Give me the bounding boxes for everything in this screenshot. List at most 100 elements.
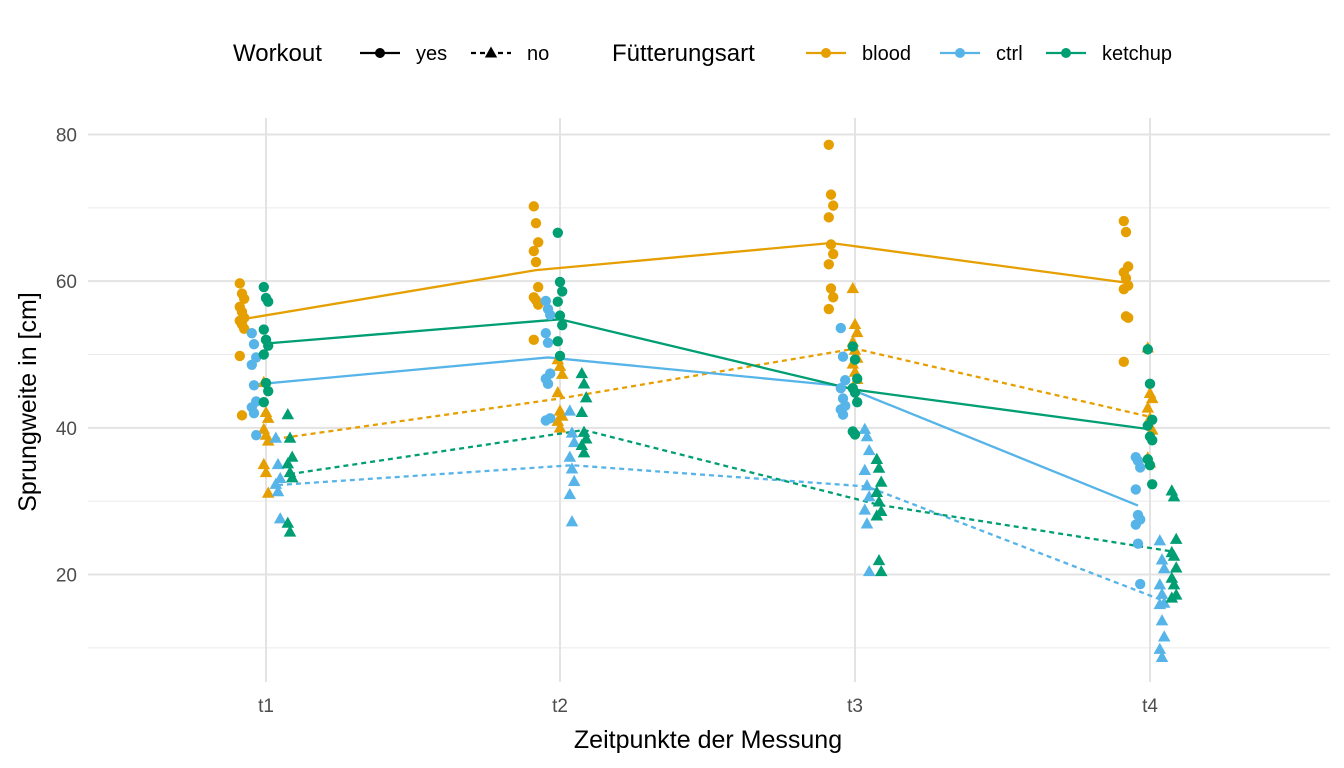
point-blood-yes — [239, 323, 250, 335]
point-ketchup-yes — [1147, 479, 1158, 490]
y-tick-label: 80 — [56, 126, 77, 147]
point-ctrl-no — [858, 422, 872, 434]
legend-label-ketchup: ketchup — [1102, 43, 1172, 65]
legend-label-blood: blood — [862, 43, 911, 65]
point-ctrl-no — [1153, 534, 1167, 546]
point-ketchup-yes — [1144, 378, 1156, 390]
point-ketchup-no — [1165, 591, 1179, 603]
point-blood-yes — [236, 410, 248, 421]
point-ctrl-yes — [1130, 484, 1142, 495]
point-ketchup-no — [1167, 578, 1181, 590]
point-ketchup-yes — [1142, 344, 1154, 355]
point-blood-yes — [530, 218, 542, 229]
point-ketchup-no — [870, 485, 884, 497]
point-ctrl-no — [862, 564, 876, 577]
point-blood-yes — [234, 350, 245, 362]
point-blood-yes — [825, 239, 837, 250]
point-ketchup-yes — [554, 350, 566, 362]
point-blood-no — [1141, 401, 1155, 413]
x-axis-ticks: t1 t2 t3 t4 — [258, 696, 1158, 717]
point-ctrl-yes — [251, 429, 262, 441]
point-ctrl-no — [1155, 553, 1169, 565]
point-ctrl-yes — [1130, 519, 1142, 530]
point-blood-no — [259, 465, 273, 478]
mean-line-blood-no — [265, 347, 1151, 442]
point-ketchup-no — [579, 391, 593, 403]
point-ketchup-yes — [258, 281, 269, 293]
mean-line-ctrl-no — [277, 464, 1163, 602]
point-ketchup-no — [579, 432, 593, 444]
point-ctrl-yes — [835, 383, 846, 394]
point-ketchup-yes — [260, 377, 272, 389]
point-ketchup-no — [283, 431, 297, 443]
point-ketchup-no — [281, 457, 295, 469]
point-ctrl-no — [565, 426, 579, 438]
point-ketchup-yes — [554, 310, 566, 321]
mean-line-blood-yes — [241, 241, 1127, 321]
point-blood-yes — [528, 201, 539, 212]
point-ketchup-yes — [263, 385, 274, 397]
point-blood-no — [553, 359, 567, 371]
point-ketchup-no — [575, 438, 589, 451]
point-ctrl-no — [273, 512, 287, 524]
point-ketchup-yes — [258, 349, 269, 360]
point-ctrl-no — [860, 430, 874, 442]
point-blood-no — [848, 317, 862, 330]
point-blood-no — [846, 281, 860, 294]
point-blood-yes — [1120, 226, 1132, 238]
legend-title-workout: Workout — [233, 40, 322, 67]
data-points — [234, 139, 1183, 662]
point-blood-yes — [1118, 215, 1130, 227]
point-ketchup-no — [575, 405, 589, 418]
point-ketchup-yes — [258, 396, 269, 408]
point-ketchup-yes — [849, 429, 861, 440]
point-ctrl-no — [862, 443, 876, 456]
point-ketchup-no — [1169, 561, 1183, 573]
point-ctrl-no — [1157, 630, 1171, 642]
legend-key-marker-ketchup — [1061, 48, 1071, 58]
point-ctrl-no — [269, 477, 283, 489]
legend-label-no: no — [527, 43, 549, 65]
point-ketchup-no — [874, 564, 888, 577]
y-tick-label: 40 — [56, 419, 77, 440]
point-blood-yes — [1123, 312, 1134, 324]
point-ctrl-yes — [540, 415, 551, 426]
point-ctrl-yes — [246, 359, 257, 370]
point-ctrl-yes — [837, 409, 849, 420]
point-blood-yes — [530, 256, 542, 268]
point-blood-yes — [533, 281, 544, 293]
point-ctrl-no — [563, 487, 577, 500]
grid — [88, 118, 1330, 682]
point-blood-yes — [828, 248, 839, 260]
point-ctrl-no — [1155, 587, 1169, 599]
point-ketchup-yes — [849, 387, 861, 398]
point-ctrl-yes — [1132, 538, 1144, 549]
point-blood-no — [1145, 391, 1159, 404]
legend-label-yes: yes — [416, 43, 447, 65]
point-ketchup-yes — [847, 341, 858, 352]
point-blood-yes — [823, 139, 834, 150]
point-ketchup-no — [870, 509, 884, 521]
point-ketchup-yes — [263, 340, 274, 351]
point-ketchup-no — [1165, 484, 1179, 496]
point-ketchup-yes — [557, 319, 568, 331]
point-blood-yes — [239, 293, 250, 304]
point-ctrl-no — [1153, 578, 1167, 590]
point-ketchup-no — [575, 366, 589, 379]
legend-key-marker-ctrl — [955, 48, 965, 58]
point-ketchup-no — [281, 516, 295, 528]
point-blood-no — [261, 486, 275, 498]
point-blood-no — [257, 457, 271, 470]
point-ctrl-no — [1155, 614, 1169, 626]
point-ctrl-yes — [840, 374, 851, 386]
point-ketchup-yes — [852, 396, 863, 408]
point-ctrl-no — [565, 462, 579, 474]
legend-feeding-keys: blood ctrl ketchup — [806, 43, 1172, 65]
x-tick-label: t1 — [258, 696, 274, 717]
point-ctrl-yes — [542, 337, 554, 348]
point-ketchup-no — [281, 408, 295, 420]
point-ketchup-no — [874, 475, 888, 487]
point-ctrl-no — [563, 450, 577, 462]
point-blood-yes — [828, 200, 839, 211]
